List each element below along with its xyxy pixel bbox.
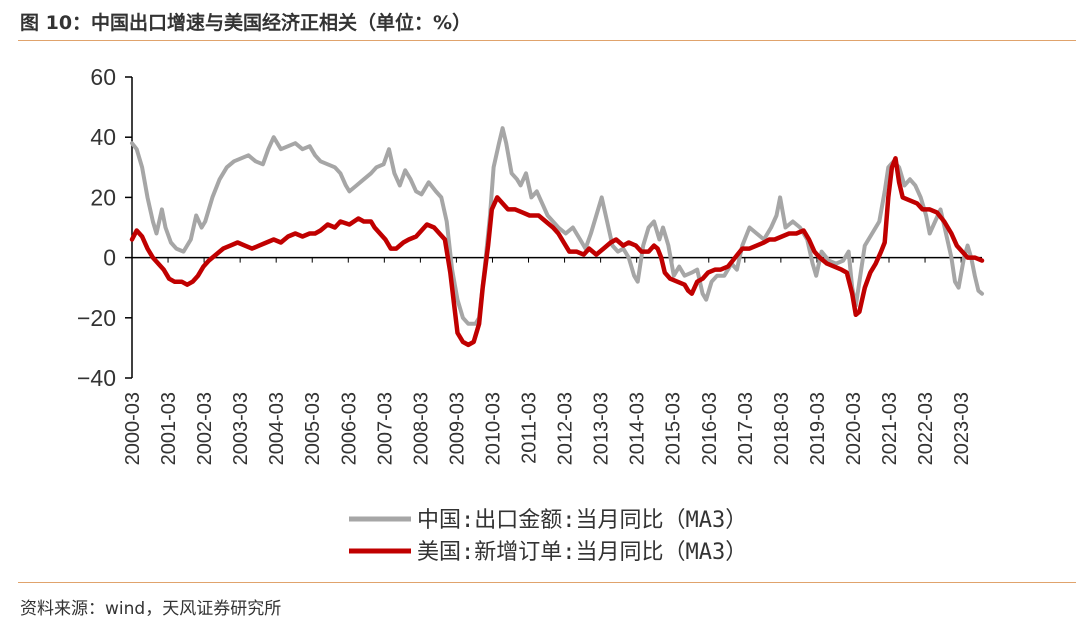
y-tick-label: −20 (77, 305, 116, 331)
x-tick-label: 2018-03 (771, 392, 793, 465)
x-tick-label: 2013-03 (591, 392, 613, 465)
x-tick-label: 2007-03 (374, 392, 396, 465)
x-tick-label: 2015-03 (663, 392, 685, 465)
x-tick-label: 2001-03 (158, 392, 180, 465)
y-tick-label: 40 (90, 124, 116, 150)
x-tick-label: 2000-03 (122, 392, 144, 465)
x-tick-label: 2008-03 (410, 392, 432, 465)
legend-label-us-orders: 美国:新增订单:当月同比（MA3） (417, 540, 747, 565)
x-tick-label: 2021-03 (879, 392, 901, 465)
x-tick-label: 2006-03 (338, 392, 360, 465)
y-tick-label: −40 (77, 365, 116, 391)
series-line-us-orders (129, 156, 985, 348)
footer-divider (18, 582, 1076, 583)
y-tick-label: 0 (103, 245, 116, 271)
chart-legend: 中国:出口金额:当月同比（MA3） 美国:新增订单:当月同比（MA3） (349, 508, 747, 565)
title-divider (18, 40, 1076, 41)
x-tick-label: 2017-03 (735, 392, 757, 465)
chart-axes: 60 40 20 0 −20 −40 2000-03 2001-03 2002-03 2003-0… (77, 64, 982, 465)
x-tick-label: 2005-03 (302, 392, 324, 465)
x-tick-label: 2004-03 (266, 392, 288, 465)
x-tick-label: 2011-03 (519, 392, 541, 464)
x-tick-label: 2023-03 (951, 392, 973, 465)
x-tick-label: 2020-03 (843, 392, 865, 465)
x-tick-label: 2022-03 (915, 392, 937, 465)
x-tick-label: 2009-03 (446, 392, 468, 465)
x-tick-label: 2010-03 (482, 392, 504, 465)
x-tick-label: 2012-03 (555, 392, 577, 465)
y-tick-label: 60 (90, 64, 116, 90)
x-tick-label: 2002-03 (194, 392, 216, 465)
x-tick-label: 2016-03 (699, 392, 721, 465)
chart-title: 图 10：中国出口增速与美国经济正相关（单位：%） (20, 12, 472, 34)
x-tick-label: 2014-03 (627, 392, 649, 465)
x-tick-label: 2003-03 (230, 392, 252, 465)
legend-label-china-exports: 中国:出口金额:当月同比（MA3） (417, 508, 747, 533)
x-tick-label: 2019-03 (807, 392, 829, 465)
source-note: 资料来源：wind，天风证券研究所 (20, 599, 282, 619)
y-tick-label: 20 (90, 184, 116, 210)
chart-series (129, 126, 985, 348)
series-line-china-exports (130, 126, 984, 326)
